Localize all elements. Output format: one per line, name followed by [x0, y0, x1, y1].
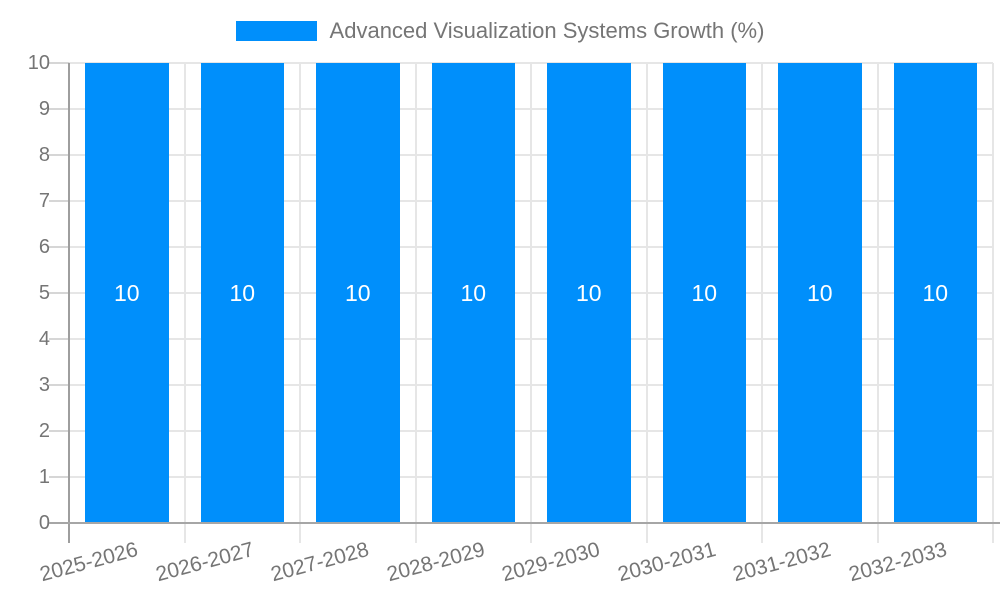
bar-value-label: 10 — [229, 280, 256, 306]
y-axis-tick — [49, 108, 69, 110]
y-axis-tick — [49, 476, 69, 478]
y-axis-tick — [49, 154, 69, 156]
bar-value-label: 10 — [691, 280, 718, 306]
bar — [431, 63, 515, 523]
x-axis-tick-label: 2027-2028 — [268, 538, 372, 587]
y-axis-tick-label: 6 — [38, 236, 50, 258]
y-axis-tick — [49, 384, 69, 386]
bar-value-label: 10 — [113, 280, 140, 306]
bar-value-label: 10 — [922, 280, 949, 306]
x-axis-tick-label: 2032-2033 — [846, 538, 950, 587]
x-axis-tick-label: 2030-2031 — [615, 538, 719, 587]
bar — [85, 63, 169, 523]
gridline-vertical — [414, 63, 417, 543]
y-axis-tick-label: 1 — [38, 466, 50, 488]
bar-value-label: 10 — [806, 280, 833, 306]
x-axis-tick-label: 2026-2027 — [153, 538, 257, 587]
x-axis-tick-label: 2028-2029 — [384, 538, 488, 587]
bar — [778, 63, 862, 523]
y-axis-line — [68, 63, 70, 543]
bar-value-label: 10 — [575, 280, 602, 306]
bar — [893, 63, 977, 523]
bar — [662, 63, 746, 523]
y-axis-tick-label: 3 — [38, 374, 50, 396]
bar — [316, 63, 400, 523]
y-axis-tick — [49, 292, 69, 294]
y-axis-tick-label: 4 — [38, 328, 50, 350]
x-axis-tick-label: 2025-2026 — [37, 538, 141, 587]
y-axis-tick — [49, 430, 69, 432]
legend: Advanced Visualization Systems Growth (%… — [0, 18, 1000, 44]
y-axis-tick-label: 8 — [38, 144, 50, 166]
legend-series-label: Advanced Visualization Systems Growth (%… — [329, 18, 765, 43]
bar — [547, 63, 631, 523]
y-axis-tick-label: 9 — [38, 98, 50, 120]
bar — [200, 63, 284, 523]
y-axis-tick — [49, 62, 69, 64]
gridline-vertical — [761, 63, 763, 543]
x-axis-tick-label: 2031-2032 — [730, 538, 834, 587]
legend-color-swatch — [235, 21, 317, 41]
y-axis-tick-label: 7 — [38, 190, 50, 212]
gridline-vertical — [530, 63, 532, 543]
gridline-vertical — [645, 63, 648, 543]
x-axis-tick-label: 2029-2030 — [499, 538, 603, 587]
bar-value-label: 10 — [344, 280, 371, 306]
y-axis-tick-label: 5 — [38, 282, 50, 304]
y-axis-tick-label: 2 — [38, 420, 50, 442]
gridline-vertical — [299, 63, 301, 543]
x-axis-line — [49, 522, 1000, 524]
y-axis-tick — [49, 200, 69, 202]
gridline-vertical — [876, 63, 879, 543]
gridline-vertical — [183, 63, 186, 543]
bar-value-label: 10 — [460, 280, 487, 306]
y-axis-tick — [49, 338, 69, 340]
y-axis-tick-label: 0 — [38, 512, 50, 534]
y-axis-tick — [49, 246, 69, 248]
gridline-vertical — [992, 63, 994, 543]
y-axis-tick-label: 10 — [27, 52, 50, 74]
